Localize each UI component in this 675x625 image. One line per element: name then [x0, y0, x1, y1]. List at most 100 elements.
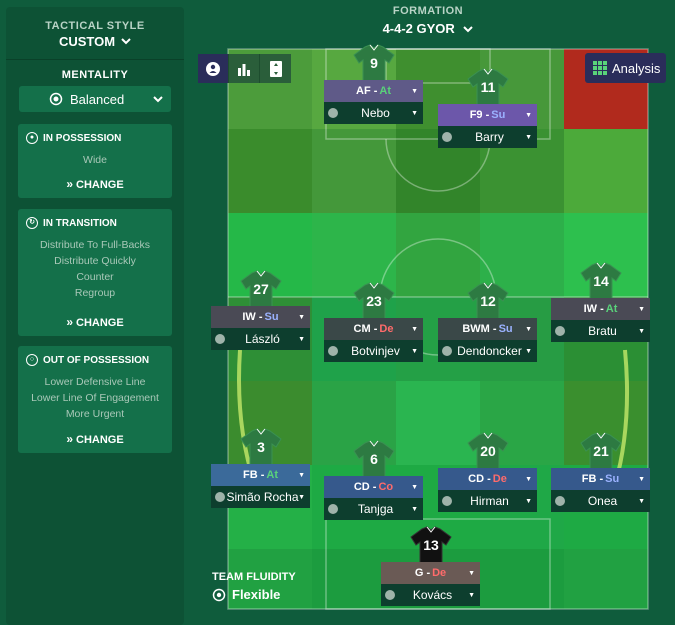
instruction-line: Wide [83, 154, 107, 166]
pitch-zone [228, 549, 312, 609]
dropdown-arrow-icon: ▼ [298, 493, 305, 501]
instruction-line: Counter [76, 271, 114, 283]
player-card[interactable]: 6 CD - Co ▼ Tanjga ▼ [324, 440, 423, 520]
pitch-zone [396, 213, 480, 297]
player-role-dropdown[interactable]: AF - At ▼ [324, 80, 423, 102]
analysis-button[interactable]: Analysis [585, 53, 666, 83]
dropdown-arrow-icon: ▼ [298, 471, 305, 479]
player-role-dropdown[interactable]: CD - Co ▼ [324, 476, 423, 498]
mentality-dropdown[interactable]: Balanced [19, 86, 171, 112]
formation-selector[interactable]: FORMATION 4-4-2 GYOR [380, 5, 476, 36]
player-card[interactable]: 12 BWM - Su ▼ Dendoncker ▼ [438, 282, 537, 362]
player-name-dropdown[interactable]: Tanjga ▼ [324, 498, 423, 520]
shirt-number: 23 [366, 293, 382, 309]
pitch-zone [396, 381, 480, 465]
player-name-dropdown[interactable]: Botvinjev ▼ [324, 340, 423, 362]
in-possession-instructions: Wide [18, 152, 172, 168]
shirt-number: 13 [423, 537, 439, 553]
player-view-button[interactable] [198, 54, 229, 83]
shirt-number: 20 [480, 443, 496, 459]
player-card[interactable]: 20 CD - De ▼ Hirman ▼ [438, 432, 537, 512]
player-name: Barry [475, 130, 504, 144]
shirt-icon [240, 270, 282, 313]
duty-label: At [266, 469, 278, 481]
role-label: BWM - [462, 323, 497, 335]
out-of-possession-instructions: Lower Defensive Line Lower Line Of Engag… [18, 374, 172, 422]
shirt-icon [410, 526, 452, 569]
player-role-dropdown[interactable]: IW - At ▼ [551, 298, 650, 320]
player-role-dropdown[interactable]: CD - De ▼ [438, 468, 537, 490]
player-card[interactable]: 14 IW - At ▼ Bratu ▼ [551, 262, 650, 342]
pitch-zone [312, 129, 396, 213]
player-role-dropdown[interactable]: IW - Su ▼ [211, 306, 310, 328]
dropdown-arrow-icon: ▼ [468, 569, 475, 577]
player-name: Hirman [470, 494, 509, 508]
player-card[interactable]: 11 F9 - Su ▼ Barry ▼ [438, 68, 537, 148]
player-name: Botvinjev [351, 344, 400, 358]
player-avatar-icon [328, 504, 338, 514]
fluidity-icon [212, 588, 226, 601]
transition-icon: ↻ [26, 217, 38, 229]
player-avatar-icon [328, 346, 338, 356]
dropdown-arrow-icon: ▼ [525, 325, 532, 333]
role-label: CM - [353, 323, 378, 335]
dropdown-arrow-icon: ▼ [638, 327, 645, 335]
role-label: CD - [468, 473, 491, 485]
player-role-dropdown[interactable]: CM - De ▼ [324, 318, 423, 340]
vertical-arrows-icon [269, 60, 282, 77]
player-role-dropdown[interactable]: G - De ▼ [381, 562, 480, 584]
player-card[interactable]: 27 IW - Su ▼ László ▼ [211, 270, 310, 350]
player-card[interactable]: 13 G - De ▼ Kovács ▼ [381, 526, 480, 606]
player-name: Nebo [361, 106, 390, 120]
player-name-dropdown[interactable]: Barry ▼ [438, 126, 537, 148]
duty-label: Su [264, 311, 279, 323]
in-transition-change-button[interactable]: » CHANGE [66, 315, 124, 329]
in-possession-change-button[interactable]: » CHANGE [66, 177, 124, 191]
bar-chart-icon [238, 63, 250, 76]
dropdown-arrow-icon: ▼ [298, 313, 305, 321]
dropdown-arrow-icon: ▼ [638, 497, 645, 505]
player-avatar-icon [442, 346, 452, 356]
shirt-number: 9 [370, 55, 378, 71]
player-role-dropdown[interactable]: BWM - Su ▼ [438, 318, 537, 340]
mentality-icon [49, 92, 63, 106]
duty-label: Su [498, 323, 513, 335]
player-role-dropdown[interactable]: FB - At ▼ [211, 464, 310, 486]
player-name-dropdown[interactable]: Onea ▼ [551, 490, 650, 512]
chevron-down-icon [463, 26, 474, 33]
player-name-dropdown[interactable]: Kovács ▼ [381, 584, 480, 606]
player-avatar-icon [442, 496, 452, 506]
dropdown-arrow-icon: ▼ [411, 109, 418, 117]
role-label: FB - [243, 469, 265, 481]
pitch-zone [564, 129, 648, 213]
shirt-number: 12 [480, 293, 496, 309]
player-icon [206, 61, 220, 76]
positions-view-button[interactable] [260, 54, 291, 83]
player-name-dropdown[interactable]: Dendoncker ▼ [438, 340, 537, 362]
player-card[interactable]: 9 AF - At ▼ Nebo ▼ [324, 44, 423, 124]
tactical-style-dropdown[interactable]: CUSTOM [6, 34, 184, 49]
in-possession-title: ● IN POSSESSION [26, 132, 121, 144]
player-card[interactable]: 23 CM - De ▼ Botvinjev ▼ [324, 282, 423, 362]
dropdown-arrow-icon: ▼ [468, 591, 475, 599]
role-label: IW - [242, 311, 263, 323]
player-role-dropdown[interactable]: FB - Su ▼ [551, 468, 650, 490]
player-name-dropdown[interactable]: Simão Rocha ▼ [211, 486, 310, 508]
player-name-dropdown[interactable]: Nebo ▼ [324, 102, 423, 124]
player-name-dropdown[interactable]: László ▼ [211, 328, 310, 350]
instruction-line: Distribute Quickly [54, 255, 136, 267]
stats-view-button[interactable] [229, 54, 260, 83]
dropdown-arrow-icon: ▼ [638, 475, 645, 483]
tactical-style-section: TACTICAL STYLE CUSTOM [6, 20, 184, 49]
formation-dropdown[interactable]: 4-4-2 GYOR [380, 21, 476, 36]
player-card[interactable]: 21 FB - Su ▼ Onea ▼ [551, 432, 650, 512]
player-role-dropdown[interactable]: F9 - Su ▼ [438, 104, 537, 126]
player-name-dropdown[interactable]: Hirman ▼ [438, 490, 537, 512]
player-card[interactable]: 3 FB - At ▼ Simão Rocha ▼ [211, 428, 310, 508]
player-name-dropdown[interactable]: Bratu ▼ [551, 320, 650, 342]
shirt-number: 14 [593, 273, 609, 289]
dropdown-arrow-icon: ▼ [411, 325, 418, 333]
out-of-possession-change-button[interactable]: » CHANGE [66, 432, 124, 446]
role-label: FB - [581, 473, 604, 485]
shirt-icon [580, 432, 622, 475]
